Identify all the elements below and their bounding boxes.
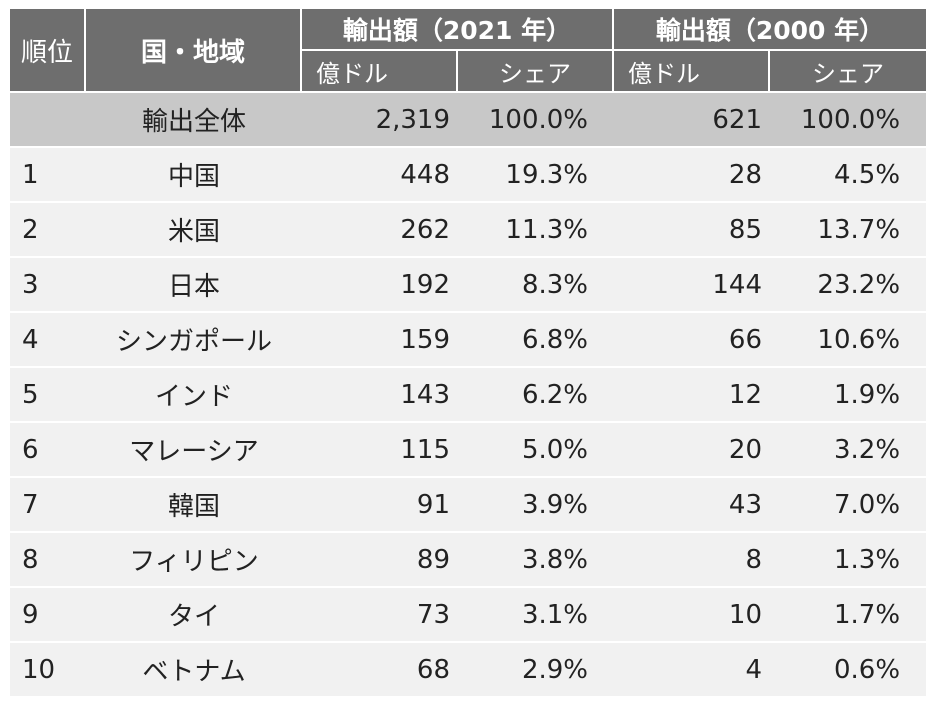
rank-cell: 10 (10, 643, 86, 698)
export-2000-header: 輸出額（2000 年） (614, 9, 927, 51)
rank-cell: 2 (10, 203, 86, 258)
value-2021-cell: 448 (302, 148, 458, 203)
country-name-cell: 中国 (86, 148, 302, 203)
share-2021-cell: 6.2% (458, 368, 615, 423)
value-2021-cell: 159 (302, 313, 458, 368)
share-2021-cell: 3.8% (458, 533, 615, 588)
share-2021-header: シェア (458, 51, 615, 93)
value-2021-unit-header: 億ドル (302, 51, 458, 93)
share-2021-cell: 19.3% (458, 148, 615, 203)
total-label-cell: 輸出全体 (86, 93, 302, 148)
value-2000-cell: 4 (614, 643, 771, 698)
rank-cell: 7 (10, 478, 86, 533)
share-2000-cell: 0.6% (770, 643, 927, 698)
share-2000-cell: 1.7% (770, 588, 927, 643)
total-value-2000-cell: 621 (614, 93, 771, 148)
share-2021-cell: 5.0% (458, 423, 615, 478)
value-2000-cell: 8 (614, 533, 771, 588)
rank-column-header: 順位 (10, 9, 86, 93)
share-2021-cell: 6.8% (458, 313, 615, 368)
share-2021-cell: 8.3% (458, 258, 615, 313)
value-2000-cell: 66 (614, 313, 771, 368)
country-name-cell: マレーシア (86, 423, 302, 478)
table-row: 6 マレーシア 115 5.0% 20 3.2% (10, 423, 927, 478)
share-2000-cell: 23.2% (770, 258, 927, 313)
value-2021-cell: 262 (302, 203, 458, 258)
value-2021-cell: 73 (302, 588, 458, 643)
value-2021-cell: 115 (302, 423, 458, 478)
table-row: 5 インド 143 6.2% 12 1.9% (10, 368, 927, 423)
value-2000-cell: 12 (614, 368, 771, 423)
share-2000-cell: 1.9% (770, 368, 927, 423)
table-row: 8 フィリピン 89 3.8% 8 1.3% (10, 533, 927, 588)
value-2000-cell: 43 (614, 478, 771, 533)
value-2021-cell: 91 (302, 478, 458, 533)
table-row: 1 中国 448 19.3% 28 4.5% (10, 148, 927, 203)
share-2021-cell: 3.1% (458, 588, 615, 643)
total-row: 輸出全体 2,319 100.0% 621 100.0% (10, 93, 927, 148)
table-header: 順位 国・地域 輸出額（2021 年） 輸出額（2000 年） 億ドル シェア … (10, 9, 927, 93)
export-2021-header: 輸出額（2021 年） (302, 9, 615, 51)
country-column-header: 国・地域 (86, 9, 302, 93)
country-name-cell: シンガポール (86, 313, 302, 368)
export-ranking-table: 順位 国・地域 輸出額（2021 年） 輸出額（2000 年） 億ドル シェア … (10, 9, 927, 698)
rank-cell: 5 (10, 368, 86, 423)
value-2000-unit-header: 億ドル (614, 51, 771, 93)
value-2000-cell: 85 (614, 203, 771, 258)
rank-cell: 4 (10, 313, 86, 368)
country-name-cell: タイ (86, 588, 302, 643)
share-2000-cell: 1.3% (770, 533, 927, 588)
value-2000-cell: 144 (614, 258, 771, 313)
rank-cell: 9 (10, 588, 86, 643)
rank-cell: 1 (10, 148, 86, 203)
value-2000-cell: 10 (614, 588, 771, 643)
country-name-cell: ベトナム (86, 643, 302, 698)
table-row: 7 韓国 91 3.9% 43 7.0% (10, 478, 927, 533)
table-row: 3 日本 192 8.3% 144 23.2% (10, 258, 927, 313)
total-value-2021-cell: 2,319 (302, 93, 458, 148)
rank-cell: 3 (10, 258, 86, 313)
table-body: 輸出全体 2,319 100.0% 621 100.0% 1 中国 448 19.3%… (10, 93, 927, 698)
country-name-cell: 韓国 (86, 478, 302, 533)
country-name-cell: 米国 (86, 203, 302, 258)
rank-cell: 6 (10, 423, 86, 478)
share-2000-cell: 7.0% (770, 478, 927, 533)
total-rank-cell (10, 93, 86, 148)
share-2000-cell: 3.2% (770, 423, 927, 478)
share-2021-cell: 11.3% (458, 203, 615, 258)
value-2000-cell: 28 (614, 148, 771, 203)
share-2000-cell: 13.7% (770, 203, 927, 258)
table-row: 4 シンガポール 159 6.8% 66 10.6% (10, 313, 927, 368)
total-share-2021-cell: 100.0% (458, 93, 615, 148)
country-name-cell: 日本 (86, 258, 302, 313)
value-2021-cell: 143 (302, 368, 458, 423)
table-row: 9 タイ 73 3.1% 10 1.7% (10, 588, 927, 643)
share-2021-cell: 3.9% (458, 478, 615, 533)
value-2021-cell: 68 (302, 643, 458, 698)
share-2000-cell: 4.5% (770, 148, 927, 203)
share-2021-cell: 2.9% (458, 643, 615, 698)
share-2000-header: シェア (770, 51, 927, 93)
value-2021-cell: 192 (302, 258, 458, 313)
country-name-cell: フィリピン (86, 533, 302, 588)
table-row: 10 ベトナム 68 2.9% 4 0.6% (10, 643, 927, 698)
country-name-cell: インド (86, 368, 302, 423)
table-row: 2 米国 262 11.3% 85 13.7% (10, 203, 927, 258)
rank-cell: 8 (10, 533, 86, 588)
value-2000-cell: 20 (614, 423, 771, 478)
value-2021-cell: 89 (302, 533, 458, 588)
export-table-wrapper: 順位 国・地域 輸出額（2021 年） 輸出額（2000 年） 億ドル シェア … (10, 9, 927, 698)
share-2000-cell: 10.6% (770, 313, 927, 368)
total-share-2000-cell: 100.0% (770, 93, 927, 148)
